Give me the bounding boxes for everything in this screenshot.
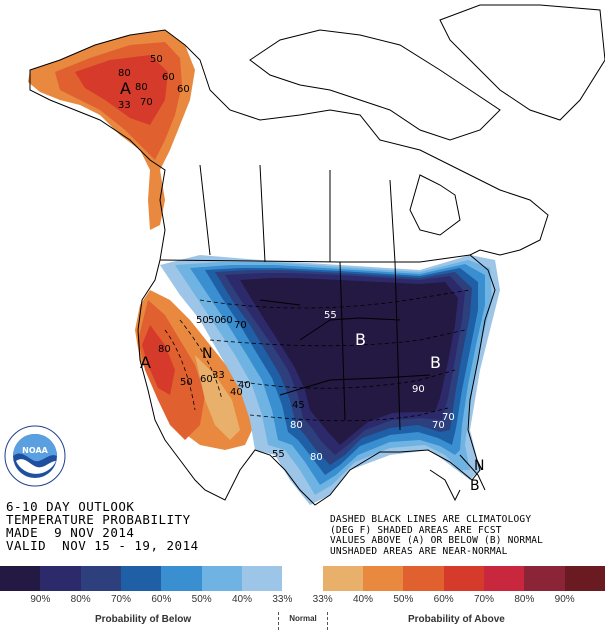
alaska-label-8: 70 (140, 97, 153, 108)
legend-tick-3: 60% (151, 594, 172, 605)
legend-tick-11: 70% (473, 594, 495, 605)
west-label-3: 60 (220, 315, 233, 326)
west-above-shading (135, 290, 252, 450)
west-label-2: 50 (208, 315, 221, 326)
east-label-5: 80 (290, 420, 303, 431)
legend-tick-5: 40% (231, 594, 253, 605)
note-line-4: UNSHADED AREAS ARE NEAR-NORMAL (330, 545, 508, 557)
east-label-10: 80 (310, 452, 323, 463)
alaska-label-1: 80 (118, 68, 131, 79)
west-label-1: 50 (196, 315, 209, 326)
west-label-12: 40 (230, 387, 243, 398)
temperature-outlook-map: 80 50 60 33 A 80 60 70 50 50 60 70 33 N … (28, 4, 605, 506)
west-a-label: A (140, 353, 151, 372)
legend-swatch-13 (524, 566, 565, 591)
legend-tick-6: 33% (272, 594, 293, 605)
east-label-6: 70 (432, 420, 445, 431)
legend-tick-10: 60% (433, 594, 454, 605)
east-n-label: N (474, 458, 484, 474)
east-b-label-3: B (470, 478, 480, 494)
west-label-8: 80 (158, 344, 171, 355)
legend-swatch-2 (80, 566, 121, 591)
east-label-9: 70 (442, 412, 455, 423)
legend-tick-labels: 90% 80% 70% 60% 50% 40% 33% 33% 40% 50% 60% 70% 80% 9… (0, 594, 605, 608)
alaska-label-6: 80 (135, 82, 148, 93)
legend-tick-2: 70% (110, 594, 132, 605)
note-line-2: (DEG F) SHADED AREAS ARE FCST (330, 524, 502, 536)
alaska-above-shading (28, 30, 195, 230)
legend-swatch-11 (443, 566, 484, 591)
legend-swatch-7 (282, 566, 323, 591)
note-line-3: VALUES ABOVE (A) OR BELOW (B) NORMAL (330, 535, 544, 546)
east-label-4: 90 (412, 384, 425, 395)
west-label-4: 70 (234, 320, 247, 331)
legend-tick-9: 50% (393, 594, 414, 605)
alaska-a-label: A (120, 79, 131, 98)
legend-swatch-9 (362, 566, 404, 591)
climatology-lines (164, 289, 471, 422)
west-label-9: 50 (180, 377, 193, 388)
legend-swatch-1 (40, 566, 81, 591)
east-label-1: 55 (272, 449, 285, 460)
legend-swatch-3 (120, 566, 162, 591)
legend-tick-4: 50% (191, 594, 212, 605)
legend-swatch-8 (322, 566, 363, 591)
legend-tick-0: 90% (30, 594, 51, 605)
outlook-made-date: MADE 9 NOV 2014 (6, 525, 135, 540)
west-label-10: 60 (200, 374, 213, 385)
alaska-label-4: 33 (118, 100, 131, 111)
noaa-logo-text: NOAA (22, 446, 48, 455)
legend-below-label: Probability of Below (95, 614, 192, 625)
note-line-1: DASHED BLACK LINES ARE CLIMATOLOGY (330, 514, 532, 525)
alaska-label-7: 60 (162, 72, 175, 83)
legend-normal-label: Normal (278, 612, 328, 630)
below-shading (160, 255, 500, 505)
legend-swatch-12 (483, 566, 525, 591)
legend-color-bar (0, 566, 605, 591)
east-b-label: B (355, 330, 366, 349)
legend-swatch-14 (564, 566, 605, 591)
outlook-valid-dates: VALID NOV 15 - 19, 2014 (6, 538, 199, 553)
legend-swatch-6 (241, 566, 283, 591)
legend-swatch-0 (0, 566, 41, 591)
east-b-label-2: B (430, 353, 441, 372)
west-n-label: N (202, 346, 212, 362)
outlook-title-block: 6-10 DAY OUTLOOK TEMPERATURE PROBABILITY… (6, 500, 199, 552)
west-label-11: 40 (238, 380, 251, 391)
legend-tick-1: 80% (70, 594, 91, 605)
legend-swatch-4 (161, 566, 202, 591)
legend-tick-8: 40% (352, 594, 374, 605)
outlook-subtitle: TEMPERATURE PROBABILITY (6, 512, 191, 527)
west-label-5: 33 (212, 370, 225, 381)
legend-captions: Probability of Below Normal Probability … (0, 612, 605, 634)
east-label-7: 55 (324, 310, 337, 321)
map-text-labels: 80 50 60 33 A 80 60 70 50 50 60 70 33 N … (118, 54, 484, 494)
alaska-label-3: 60 (177, 84, 190, 95)
east-label-2: 45 (292, 400, 305, 411)
legend-tick-12: 80% (514, 594, 535, 605)
map-notes: DASHED BLACK LINES ARE CLIMATOLOGY (DEG … (330, 514, 544, 557)
map-outlines (29, 4, 605, 506)
alaska-label-2: 50 (150, 54, 163, 65)
legend-tick-13: 90% (554, 594, 575, 605)
legend-swatch-5 (201, 566, 242, 591)
outlook-title: 6-10 DAY OUTLOOK (6, 499, 135, 514)
noaa-logo: NOAA (4, 425, 66, 487)
legend-above-label: Probability of Above (408, 614, 505, 625)
legend-tick-7: 33% (312, 594, 333, 605)
legend-swatch-10 (403, 566, 444, 591)
